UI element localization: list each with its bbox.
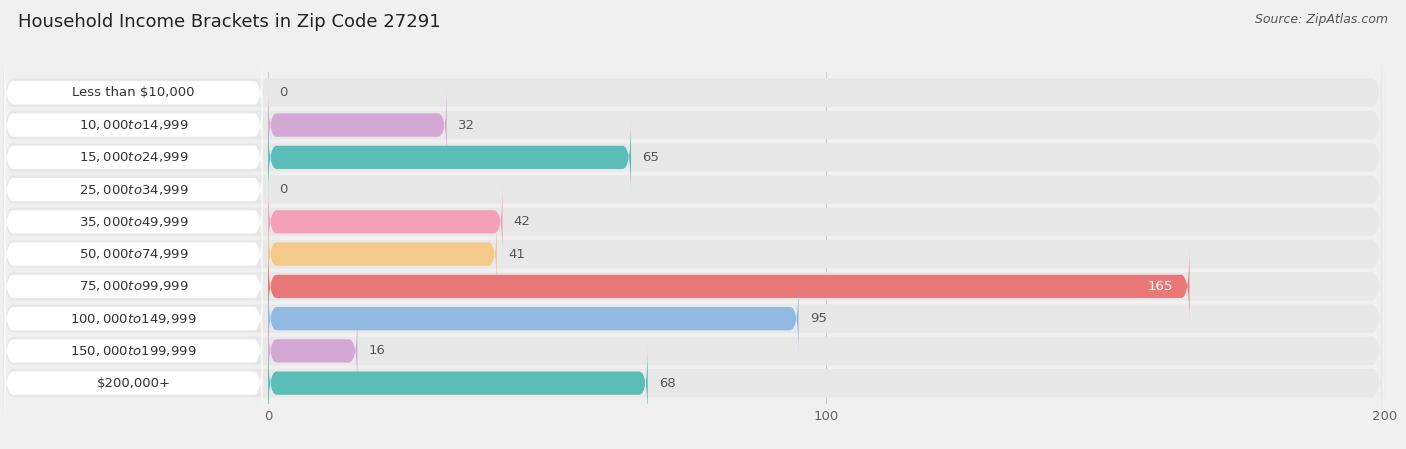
FancyBboxPatch shape	[4, 120, 263, 194]
FancyBboxPatch shape	[3, 339, 1382, 427]
Text: 0: 0	[280, 183, 288, 196]
FancyBboxPatch shape	[4, 153, 263, 226]
FancyBboxPatch shape	[3, 146, 1382, 233]
Text: Less than $10,000: Less than $10,000	[72, 86, 194, 99]
FancyBboxPatch shape	[4, 314, 263, 387]
FancyBboxPatch shape	[4, 88, 263, 162]
FancyBboxPatch shape	[269, 282, 799, 356]
Text: 95: 95	[810, 312, 827, 325]
FancyBboxPatch shape	[269, 314, 357, 387]
FancyBboxPatch shape	[3, 178, 1382, 266]
Text: 68: 68	[659, 377, 676, 390]
Text: $150,000 to $199,999: $150,000 to $199,999	[70, 344, 197, 358]
Text: $200,000+: $200,000+	[97, 377, 170, 390]
Text: 41: 41	[508, 247, 524, 260]
FancyBboxPatch shape	[3, 307, 1382, 395]
FancyBboxPatch shape	[3, 114, 1382, 201]
FancyBboxPatch shape	[4, 282, 263, 356]
Text: Household Income Brackets in Zip Code 27291: Household Income Brackets in Zip Code 27…	[18, 13, 441, 31]
Text: $35,000 to $49,999: $35,000 to $49,999	[79, 215, 188, 229]
Text: $15,000 to $24,999: $15,000 to $24,999	[79, 150, 188, 164]
Text: $10,000 to $14,999: $10,000 to $14,999	[79, 118, 188, 132]
Text: $100,000 to $149,999: $100,000 to $149,999	[70, 312, 197, 326]
FancyBboxPatch shape	[4, 250, 263, 323]
Text: 0: 0	[280, 86, 288, 99]
FancyBboxPatch shape	[3, 49, 1382, 136]
FancyBboxPatch shape	[269, 346, 648, 420]
Text: $75,000 to $99,999: $75,000 to $99,999	[79, 279, 188, 293]
FancyBboxPatch shape	[4, 56, 263, 130]
FancyBboxPatch shape	[4, 346, 263, 420]
Text: Source: ZipAtlas.com: Source: ZipAtlas.com	[1254, 13, 1388, 26]
FancyBboxPatch shape	[4, 217, 263, 291]
Text: $50,000 to $74,999: $50,000 to $74,999	[79, 247, 188, 261]
FancyBboxPatch shape	[269, 120, 631, 194]
FancyBboxPatch shape	[269, 250, 1189, 323]
Text: 32: 32	[458, 119, 475, 132]
Text: 42: 42	[513, 216, 530, 229]
Text: 65: 65	[643, 151, 659, 164]
Text: 165: 165	[1147, 280, 1173, 293]
Text: 16: 16	[368, 344, 385, 357]
FancyBboxPatch shape	[269, 217, 496, 291]
FancyBboxPatch shape	[269, 185, 502, 259]
Text: $25,000 to $34,999: $25,000 to $34,999	[79, 183, 188, 197]
FancyBboxPatch shape	[3, 242, 1382, 330]
FancyBboxPatch shape	[3, 81, 1382, 169]
FancyBboxPatch shape	[3, 210, 1382, 298]
FancyBboxPatch shape	[269, 88, 447, 162]
FancyBboxPatch shape	[3, 275, 1382, 362]
FancyBboxPatch shape	[4, 185, 263, 259]
